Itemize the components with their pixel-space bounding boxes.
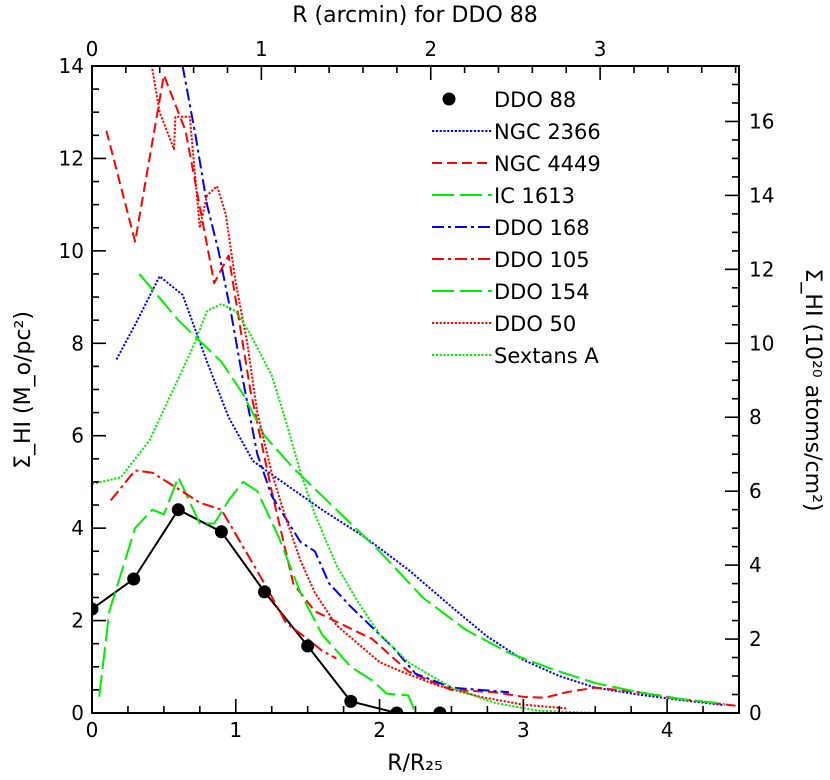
data-point-ddo-88 <box>127 572 141 586</box>
y-tick-label: 0 <box>71 701 84 725</box>
legend-label-ddo-105: DDO 105 <box>494 248 590 272</box>
legend-label-ddo-50: DDO 50 <box>494 312 576 336</box>
series-line-ddo-105 <box>109 469 337 660</box>
y-tick-label: 12 <box>59 146 84 170</box>
legend-label-ddo-154: DDO 154 <box>494 280 590 304</box>
data-point-ddo-88 <box>258 585 271 599</box>
x2-tick-label: 0 <box>86 37 99 61</box>
data-point-ddo-88 <box>92 602 99 616</box>
x-tick-label: 1 <box>229 718 242 742</box>
y-axis-title: Σ_HI (M_o/pc²) <box>11 311 36 469</box>
x2-tick-label: 2 <box>424 37 437 61</box>
y-tick-label: 6 <box>71 424 84 448</box>
legend-marker-ddo-88 <box>442 92 456 106</box>
x-axis-title: R/R₂₅ <box>387 751 443 776</box>
series-line-ddo-50 <box>139 66 567 710</box>
legend: DDO 88 NGC 2366 NGC 4449 IC 1613 DDO 168 DDO … <box>432 88 601 368</box>
data-point-ddo-88 <box>301 639 315 653</box>
data-point-ddo-88 <box>171 503 185 517</box>
y-tick-label: 10 <box>59 239 84 263</box>
series-layer <box>92 66 739 713</box>
series-line-ngc-4449 <box>105 74 739 708</box>
x-tick-label: 2 <box>373 718 386 742</box>
legend-label-ngc-2366: NGC 2366 <box>494 120 601 144</box>
y-tick-label: 2 <box>71 609 84 633</box>
y-tick-label: 4 <box>71 516 84 540</box>
y2-tick-label: 4 <box>749 553 762 577</box>
y2-tick-label: 14 <box>749 183 774 207</box>
y2-tick-label: 0 <box>749 701 762 725</box>
data-point-ddo-88 <box>433 706 447 713</box>
legend-label-ngc-4449: NGC 4449 <box>494 152 601 176</box>
x2-axis-title: R (arcmin) for DDO 88 <box>292 3 538 28</box>
x-tick-label: 3 <box>517 718 530 742</box>
data-point-ddo-88 <box>214 525 228 539</box>
legend-label-sextans-a: Sextans A <box>494 344 599 368</box>
y2-tick-label: 6 <box>749 479 762 503</box>
y2-tick-label: 10 <box>749 331 774 355</box>
y-tick-label: 8 <box>71 331 84 355</box>
legend-label-ddo-168: DDO 168 <box>494 216 590 240</box>
series-line-sextans-a <box>92 303 596 713</box>
y2-tick-label: 2 <box>749 627 762 651</box>
y2-tick-label: 8 <box>749 405 762 429</box>
marker-layer <box>92 503 447 713</box>
y2-tick-label: 16 <box>749 109 774 133</box>
ticks-layer <box>91 65 740 714</box>
y2-axis-title: Σ_HI (10²⁰ atoms/cm²) <box>800 269 825 512</box>
x-tick-label: 0 <box>86 718 99 742</box>
x2-tick-label: 3 <box>594 37 607 61</box>
legend-label-ddo-88: DDO 88 <box>494 88 576 112</box>
y2-tick-label: 12 <box>749 257 774 281</box>
series-line-ic-1613 <box>98 476 417 713</box>
series-line-ddo-154 <box>138 273 725 705</box>
data-point-ddo-88 <box>344 694 358 708</box>
data-point-ddo-88 <box>390 706 404 713</box>
x-tick-label: 4 <box>661 718 674 742</box>
series-line-ngc-2366 <box>115 275 725 707</box>
legend-label-ic-1613: IC 1613 <box>494 184 575 208</box>
x2-tick-label: 1 <box>255 37 268 61</box>
y-tick-label: 14 <box>59 54 84 78</box>
